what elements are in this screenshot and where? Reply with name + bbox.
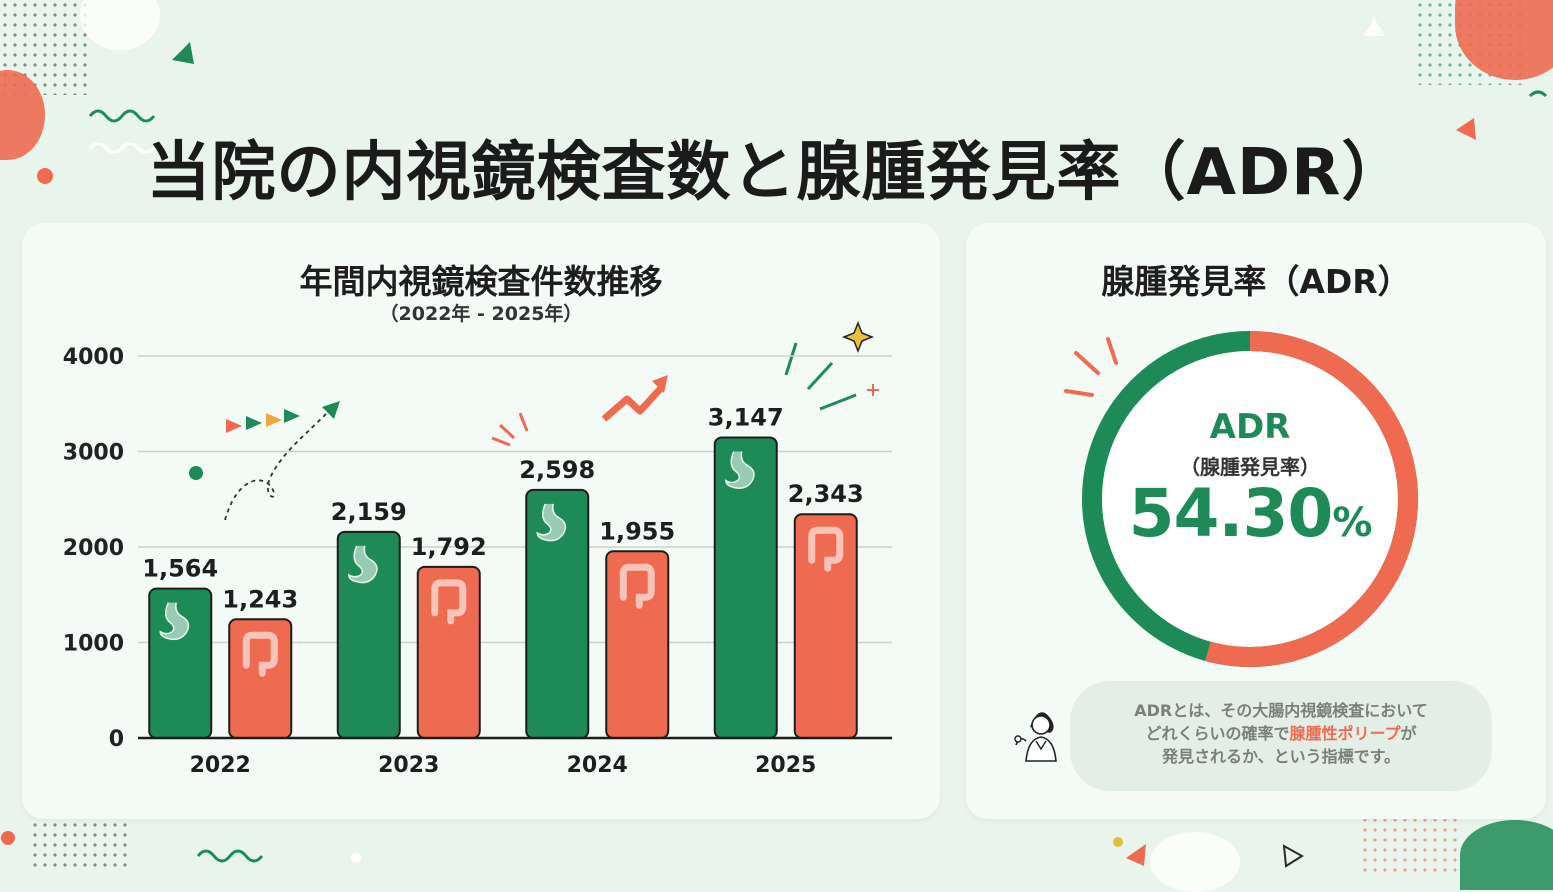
adr-card: 腺腫発見率（ADR） ADR （腺腫発見率） 54.30% ADRとは、その大腸… (966, 223, 1546, 819)
decorative-dots (1360, 815, 1460, 873)
page-title: 当院の内視鏡検査数と腺腫発見率（ADR） (146, 135, 1407, 210)
chart-card: 年間内視鏡検査件数推移 （2022年 - 2025年） 0 1000 2000 300… (22, 223, 940, 819)
data-label: 1,564 (142, 555, 218, 583)
arrow-head (322, 401, 340, 419)
adr-value-number: 54.30 (1128, 475, 1334, 552)
adr-value: 54.30% (1076, 475, 1424, 552)
colon-icon (808, 526, 844, 572)
decorative-shapes (1, 18, 1548, 868)
decorative-dot (189, 466, 203, 480)
chart-title: 年間内視鏡検査件数推移 (299, 262, 663, 301)
arrow-marker (246, 416, 262, 430)
stomach-icon (536, 503, 567, 542)
note-line-2: どれくらいの確率で腺腫性ポリープが (1070, 722, 1492, 745)
adr-label: ADR (1209, 407, 1291, 447)
x-tick-label: 2023 (378, 753, 439, 778)
data-label: 2,159 (331, 498, 407, 526)
decorative-dots (30, 820, 130, 873)
burst-line (784, 342, 798, 376)
arrow-marker (226, 419, 242, 433)
data-label: 1,243 (222, 585, 298, 613)
adr-explanation: ADRとは、その大腸内視鏡検査において どれくらいの確率で腺腫性ポリープが 発見… (1070, 681, 1492, 791)
chart-decorations (189, 320, 879, 521)
data-label: 1,792 (411, 533, 487, 561)
burst-line (806, 361, 834, 391)
y-tick-label: 1000 (63, 632, 124, 657)
adr-value-unit: % (1332, 500, 1372, 546)
stomach-icon (724, 451, 755, 489)
burst-line (491, 436, 511, 447)
burst-line (518, 412, 529, 432)
dashed-arrow-path (224, 412, 328, 521)
stomach-icon (347, 545, 378, 584)
adr-title: 腺腫発見率（ADR） (1101, 262, 1411, 301)
note-line-1: ADRとは、その大腸内視鏡検査において (1134, 701, 1428, 720)
arrow-marker (266, 413, 282, 427)
stomach-icon (159, 602, 190, 641)
y-tick-label: 3000 (63, 441, 124, 466)
data-label: 1,955 (599, 517, 675, 545)
bar (793, 513, 858, 739)
data-label: 2,343 (788, 480, 864, 508)
y-tick-label: 0 (109, 727, 124, 752)
data-label: 2,598 (519, 456, 595, 484)
bar (148, 587, 213, 739)
note-line-2-end: が (1400, 724, 1417, 743)
adr-sublabel: （腺腫発見率） (1180, 455, 1320, 479)
x-tick-label: 2022 (190, 753, 251, 778)
burst-line (498, 423, 516, 440)
donut-value-arc (1205, 331, 1418, 667)
bar (605, 550, 670, 739)
bar (416, 565, 481, 740)
x-tick-label: 2025 (755, 753, 816, 778)
colon-icon (242, 631, 278, 677)
adr-donut (1082, 331, 1418, 667)
x-tick-label: 2024 (567, 753, 628, 778)
y-tick-label: 4000 (63, 345, 124, 370)
data-label: 3,147 (708, 403, 784, 431)
colon-icon (431, 579, 467, 625)
trend-arrow-head (652, 375, 668, 393)
adr-readout: ADR （腺腫発見率） 54.30% (1076, 325, 1424, 673)
note-line-2-start: どれくらいの確率で (1145, 724, 1290, 743)
note-highlight: 腺腫性ポリープ (1289, 724, 1401, 743)
y-tick-label: 2000 (63, 536, 124, 561)
chart-subtitle: （2022年 - 2025年） (379, 303, 583, 325)
sparkle-icon (841, 320, 875, 354)
burst-line (819, 393, 857, 411)
arrow-marker (284, 409, 300, 423)
plus-icon (867, 384, 879, 396)
note-line-3: 発見されるか、という指標です。 (1161, 747, 1401, 766)
trend-arrow (601, 384, 665, 422)
doctor-icon (1014, 712, 1057, 762)
burst-decoration (1064, 337, 1118, 397)
decorative-dot (37, 168, 53, 184)
colon-icon (619, 563, 655, 609)
